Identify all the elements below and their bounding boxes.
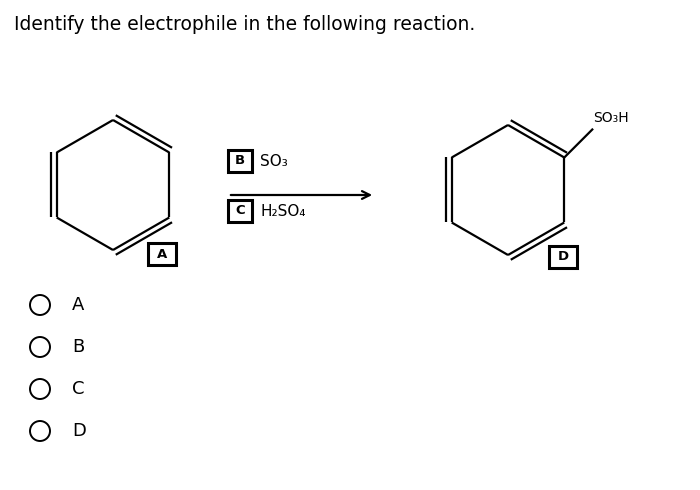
- Text: SO₃: SO₃: [260, 153, 288, 169]
- Bar: [228, 150, 252, 172]
- Bar: [148, 243, 176, 265]
- Text: A: A: [72, 296, 85, 314]
- Circle shape: [30, 337, 50, 357]
- Text: Identify the electrophile in the following reaction.: Identify the electrophile in the followi…: [14, 15, 475, 34]
- Circle shape: [30, 295, 50, 315]
- Text: D: D: [72, 422, 86, 440]
- Text: B: B: [72, 338, 84, 356]
- Circle shape: [30, 421, 50, 441]
- Text: A: A: [157, 247, 167, 261]
- Bar: [228, 200, 252, 222]
- Bar: [549, 246, 577, 268]
- Text: D: D: [557, 250, 568, 264]
- Text: C: C: [72, 380, 85, 398]
- Circle shape: [30, 379, 50, 399]
- Text: H₂SO₄: H₂SO₄: [260, 203, 305, 219]
- Text: SO₃H: SO₃H: [594, 112, 629, 125]
- Text: C: C: [235, 204, 245, 218]
- Text: B: B: [235, 154, 245, 168]
